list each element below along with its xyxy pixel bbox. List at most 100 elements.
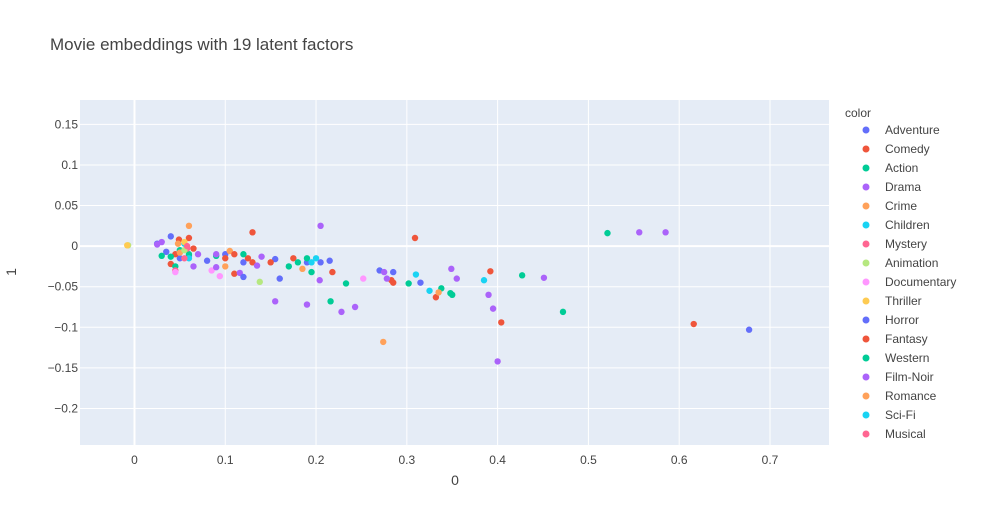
legend-item-horror[interactable]: Horror <box>862 313 920 327</box>
legend-item-mystery[interactable]: Mystery <box>862 237 928 251</box>
point-comedy[interactable] <box>249 229 256 236</box>
legend-items[interactable]: Adventure Comedy Action Drama Crime Children M… <box>862 123 957 441</box>
point-drama[interactable] <box>380 268 388 276</box>
point-drama[interactable] <box>258 253 265 260</box>
point-action[interactable] <box>294 259 302 266</box>
point-action[interactable] <box>342 280 350 287</box>
point-comedy[interactable] <box>267 259 274 266</box>
point-drama[interactable] <box>448 265 455 273</box>
point-comedy[interactable] <box>190 245 197 252</box>
point-drama[interactable] <box>271 298 279 305</box>
point-children[interactable] <box>426 287 433 294</box>
legend-item-comedy[interactable]: Comedy <box>862 142 930 156</box>
legend-item-crime[interactable]: Crime <box>862 199 918 213</box>
point-documentary[interactable] <box>216 272 224 280</box>
point-drama[interactable] <box>194 251 202 258</box>
point-mystery[interactable] <box>181 255 188 262</box>
point-documentary[interactable] <box>172 268 179 276</box>
point-action[interactable] <box>559 308 567 316</box>
point-drama[interactable] <box>494 358 501 365</box>
point-adventure[interactable] <box>163 248 170 255</box>
point-comedy[interactable] <box>290 255 297 262</box>
legend-item-action[interactable]: Action <box>862 161 919 175</box>
point-drama[interactable] <box>190 263 197 270</box>
point-romance[interactable] <box>435 289 442 296</box>
point-action[interactable] <box>308 268 315 276</box>
point-action[interactable] <box>405 280 412 287</box>
point-animation[interactable] <box>256 278 263 286</box>
point-comedy[interactable] <box>244 255 252 262</box>
point-crime[interactable] <box>299 265 306 273</box>
point-film-noir[interactable] <box>212 264 220 271</box>
point-drama[interactable] <box>316 277 323 284</box>
point-children[interactable] <box>480 277 488 284</box>
point-drama[interactable] <box>351 303 359 311</box>
point-action[interactable] <box>158 252 165 260</box>
point-adventure[interactable] <box>167 233 174 240</box>
point-drama[interactable] <box>489 305 497 312</box>
legend-item-animation[interactable]: Animation <box>862 256 939 270</box>
point-adventure[interactable] <box>326 257 333 264</box>
point-documentary[interactable] <box>208 267 215 274</box>
point-drama[interactable] <box>153 241 161 248</box>
point-action[interactable] <box>303 255 311 262</box>
legend-item-romance[interactable]: Romance <box>862 389 937 403</box>
point-comedy[interactable] <box>411 234 419 242</box>
point-adventure[interactable] <box>240 259 247 266</box>
legend[interactable]: color Adventure Comedy Action Drama Crime Chi… <box>845 106 956 441</box>
point-documentary[interactable] <box>360 275 367 282</box>
point-adventure[interactable] <box>417 279 424 286</box>
point-drama[interactable] <box>317 222 324 230</box>
point-horror[interactable] <box>240 273 247 281</box>
legend-item-film-noir[interactable]: Film-Noir <box>862 370 934 384</box>
point-thriller[interactable] <box>124 242 131 249</box>
legend-item-drama[interactable]: Drama <box>862 180 922 194</box>
legend-item-sci-fi[interactable]: Sci-Fi <box>862 408 916 422</box>
point-action[interactable] <box>518 272 526 279</box>
point-adventure[interactable] <box>271 255 279 263</box>
point-adventure[interactable] <box>745 326 753 333</box>
point-comedy[interactable] <box>487 268 494 275</box>
point-comedy[interactable] <box>231 270 238 277</box>
point-children[interactable] <box>412 271 420 278</box>
point-adventure[interactable] <box>317 259 324 266</box>
point-crime[interactable] <box>226 247 233 255</box>
point-drama[interactable] <box>338 308 345 316</box>
point-action[interactable] <box>167 253 174 260</box>
point-action[interactable] <box>240 251 247 258</box>
point-crime[interactable] <box>185 222 193 230</box>
point-action[interactable] <box>327 298 334 305</box>
point-horror[interactable] <box>276 275 283 282</box>
point-drama[interactable] <box>453 275 460 282</box>
point-crime[interactable] <box>222 263 229 270</box>
point-crime[interactable] <box>174 240 182 247</box>
point-fantasy[interactable] <box>231 251 238 258</box>
point-comedy[interactable] <box>249 259 256 266</box>
point-drama[interactable] <box>662 229 669 236</box>
point-children[interactable] <box>185 255 193 262</box>
point-drama[interactable] <box>253 262 261 269</box>
point-action[interactable] <box>285 263 293 270</box>
legend-item-western[interactable]: Western <box>862 351 930 365</box>
point-drama[interactable] <box>303 301 311 308</box>
point-drama[interactable] <box>540 274 548 281</box>
point-adventure[interactable] <box>203 257 211 264</box>
point-comedy[interactable] <box>222 255 229 262</box>
point-comedy[interactable] <box>329 268 336 276</box>
point-children[interactable] <box>308 259 315 266</box>
point-drama[interactable] <box>636 229 643 236</box>
point-fantasy[interactable] <box>390 279 397 286</box>
point-comedy[interactable] <box>690 320 697 328</box>
point-crime[interactable] <box>380 338 387 346</box>
legend-item-musical[interactable]: Musical <box>862 427 926 441</box>
legend-item-children[interactable]: Children <box>862 218 930 232</box>
legend-item-fantasy[interactable]: Fantasy <box>862 332 928 346</box>
point-adventure[interactable] <box>390 268 397 276</box>
legend-item-documentary[interactable]: Documentary <box>862 275 957 289</box>
point-comedy[interactable] <box>185 234 193 242</box>
point-western[interactable] <box>449 291 456 299</box>
point-drama[interactable] <box>212 251 220 258</box>
point-comedy[interactable] <box>432 294 440 301</box>
legend-item-thriller[interactable]: Thriller <box>862 294 922 308</box>
point-musical[interactable] <box>183 242 191 250</box>
